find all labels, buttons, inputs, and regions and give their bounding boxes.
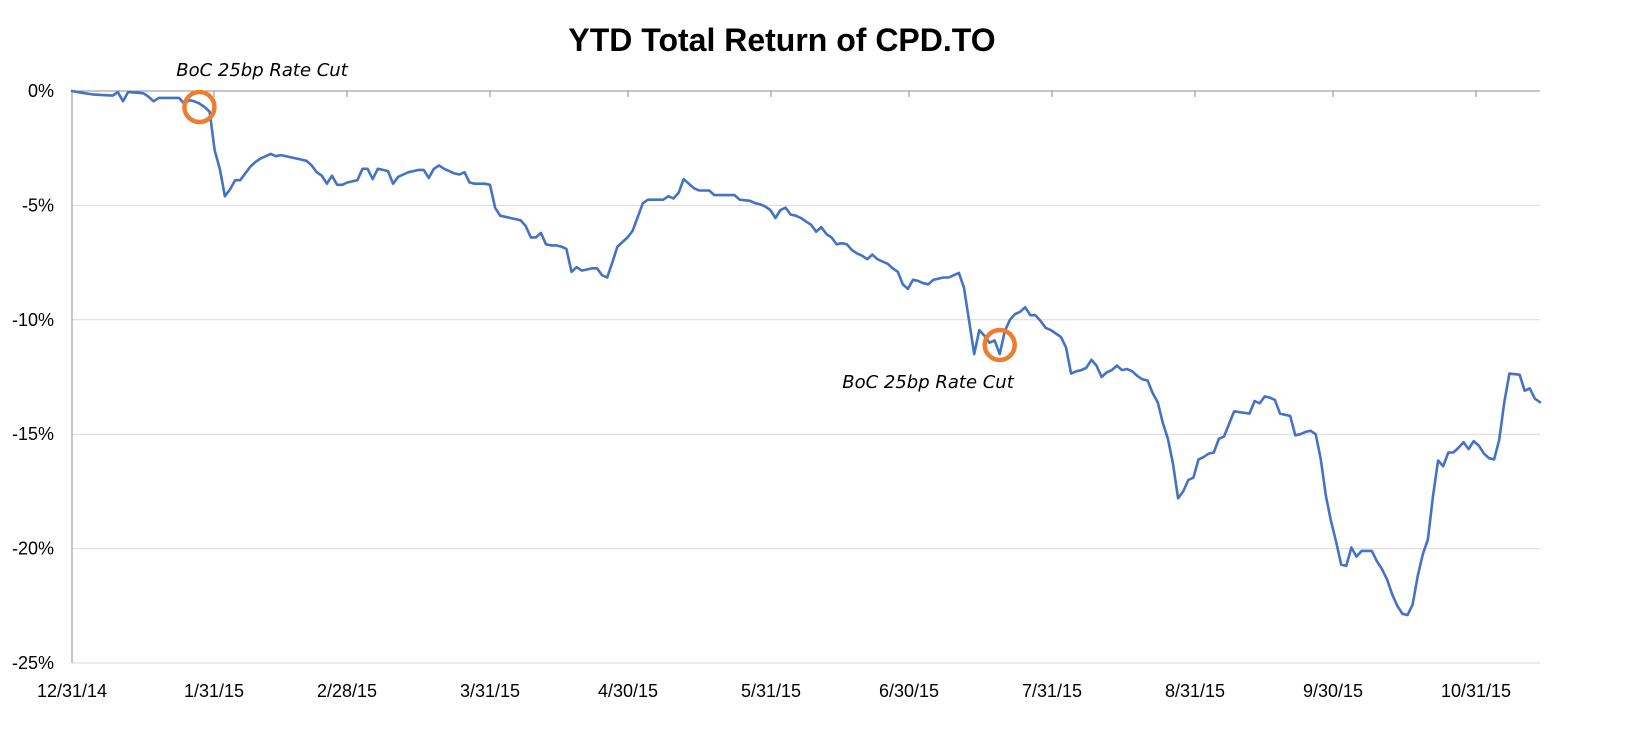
annotation-label: BoC 25bp Rate Cut [842,372,1014,393]
chart-title: YTD Total Return of CPD.TO [568,22,995,58]
x-tick-label: 5/31/15 [741,681,801,701]
tick-labels: 0% -5% -10% -15% -20% -25% 12/31/14 1/31/15 2/28… [12,60,1511,701]
y-tick-label: -25% [12,653,54,673]
rate-cut-marker [182,89,217,125]
series-layer [70,89,1542,617]
x-tick-label: 12/31/14 [37,681,107,701]
x-tick-label: 9/30/15 [1303,681,1363,701]
y-tick-label: 0% [28,81,54,101]
y-tick-label: -15% [12,424,54,444]
x-tick-label: 1/31/15 [184,681,244,701]
annotation-markers [182,89,1017,363]
x-tick-label: 10/31/15 [1441,681,1511,701]
x-tick-label: 3/31/15 [460,681,520,701]
x-tick-label: 8/31/15 [1165,681,1225,701]
y-tick-label: -10% [12,310,54,330]
x-tick-label: 4/30/15 [598,681,658,701]
annotation-label: BoC 25bp Rate Cut [176,60,348,81]
x-tick-label: 2/28/15 [317,681,377,701]
x-tick-label: 6/30/15 [879,681,939,701]
y-tick-label: -20% [12,539,54,559]
axes [71,91,1477,663]
gridlines [72,90,1540,664]
x-tick-label: 7/31/15 [1022,681,1082,701]
series-line [70,89,1542,617]
y-tick-label: -5% [22,195,54,215]
rate-cut-marker [982,327,1017,363]
